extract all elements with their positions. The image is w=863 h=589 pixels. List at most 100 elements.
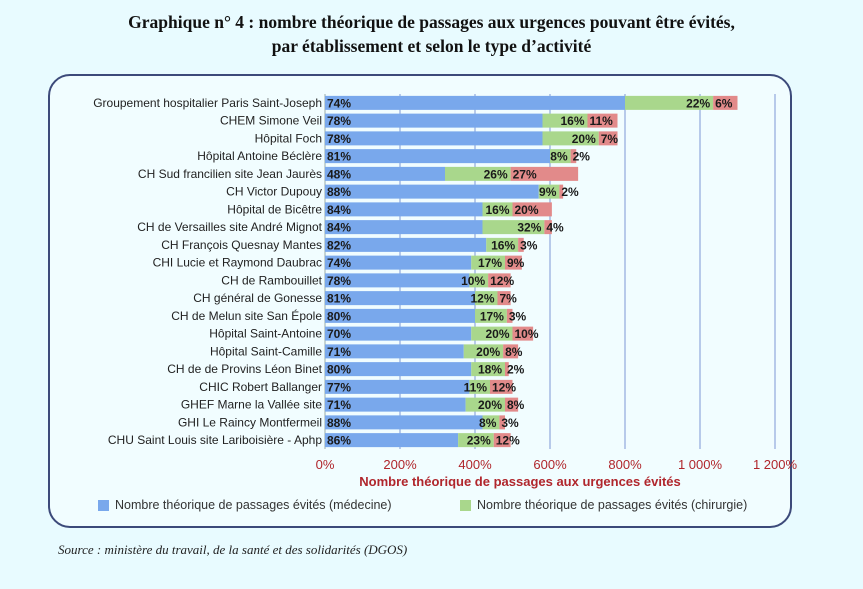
bar-value-label: 80% [327,363,351,377]
bar-value-label: 9% [539,185,557,199]
category-label: GHI Le Raincy Montfermeil [178,415,322,429]
bar-chirurgie [471,326,513,341]
bar-other [544,220,552,235]
bar-value-label: 3% [501,416,519,430]
bar-value-label: 12% [496,434,520,448]
bar-value-label: 2% [561,185,579,199]
bar-other [512,326,534,341]
x-tick-label: 600% [533,457,567,472]
bar-chirurgie [486,237,519,252]
category-label: CHU Saint Louis site Lariboisière - Aphp [108,433,322,447]
category-label: CH François Quesnay Mantes [161,238,322,252]
bar-value-label: 84% [327,203,351,217]
bar-value-label: 18% [478,363,502,377]
category-label: Hôpital Foch [255,131,322,145]
legend-swatch-chirurgie [460,499,471,511]
bar-value-label: 11% [464,380,488,394]
bar-value-label: 84% [327,221,351,235]
bar-medecine [325,291,475,306]
bar-value-label: 82% [327,238,351,252]
bar-value-label: 20% [478,398,502,412]
bar-medecine [325,113,543,128]
legend-label-medecine: Nombre théorique de passages évités (méd… [115,498,392,512]
bar-value-label: 8% [507,398,525,412]
bar-value-label: 20% [476,345,500,359]
bar-chirurgie [469,273,489,288]
title-line-2: par établissement et selon le type d’act… [271,36,592,56]
bar-value-label: 7% [500,292,518,306]
bar-medecine [325,379,470,394]
bar-value-label: 10% [515,327,539,341]
bar-other [505,362,509,377]
bar-value-label: 17% [480,309,504,323]
bar-medecine [325,149,550,164]
category-label: CH Victor Dupouy [226,185,322,199]
bar-value-label: 12% [470,292,494,306]
bar-medecine [325,397,466,412]
category-label: CHIC Robert Ballanger [199,380,322,394]
bar-value-label: 22% [686,96,710,110]
category-label: CH Sud francilien site Jean Jaurès [138,167,322,181]
legend-label-chirurgie: Nombre théorique de passages évités (chi… [477,498,748,512]
bar-medecine [325,415,483,430]
bar-value-label: 8% [550,150,568,164]
x-tick-label: 1 000% [678,457,723,472]
bar-value-label: 16% [485,203,509,217]
bar-value-label: 26% [484,167,508,181]
bar-value-label: 71% [327,398,351,412]
category-label: CH général de Gonesse [193,291,322,305]
bar-other [499,415,505,430]
bar-chirurgie [458,433,494,448]
legend-swatch-medecine [98,499,109,511]
bar-other [512,202,552,217]
bar-value-label: 3% [509,309,527,323]
category-label: CH de Melun site San Épole [171,308,322,323]
bar-medecine [325,202,483,217]
bar-medecine [325,255,472,270]
bar-value-label: 27% [513,167,537,181]
bar-other [510,166,579,181]
bar-value-label: 32% [517,221,541,235]
bar-chirurgie [475,291,498,306]
bar-value-label: 10% [461,274,485,288]
bar-medecine [325,166,445,181]
bar-chirurgie [538,184,560,199]
x-tick-label: 200% [383,457,417,472]
bar-other [505,255,522,270]
category-label: CHEM Simone Veil [220,114,322,128]
bar-chirurgie [482,415,500,430]
title-line-1: Graphique n° 4 : nombre théorique de pas… [128,12,735,32]
legend-item-medecine: Nombre théorique de passages évités (méd… [98,498,392,512]
bar-value-label: 88% [327,416,351,430]
bar-medecine [325,184,539,199]
bar-value-label: 71% [327,345,351,359]
bar-value-label: 6% [715,96,733,110]
bar-value-label: 12% [490,274,514,288]
bar-other [587,113,618,128]
x-tick-label: 800% [608,457,642,472]
bar-chirurgie [475,308,507,323]
bar-value-label: 16% [491,238,515,252]
bar-value-label: 81% [327,150,351,164]
x-tick-label: 1 200% [753,457,798,472]
bar-value-label: 12% [492,380,516,394]
category-label: GHEF Marne la Vallée site [181,398,322,412]
bar-other [503,344,519,359]
bar-value-label: 3% [520,238,538,252]
bar-value-label: 20% [572,132,596,146]
bar-other [488,273,511,288]
bar-value-label: 20% [485,327,509,341]
bar-chirurgie [542,131,599,146]
bar-other [518,237,524,252]
bar-value-label: 78% [327,274,351,288]
category-label: Hôpital Antoine Béclère [197,149,322,163]
bar-value-label: 78% [327,132,351,146]
x-tick-label: 400% [458,457,492,472]
bar-chirurgie [542,113,588,128]
bar-other [490,379,513,394]
bar-chirurgie [469,379,490,394]
category-label: CH de Rambouillet [221,273,322,287]
bar-value-label: 16% [560,114,584,128]
bar-value-label: 78% [327,114,351,128]
